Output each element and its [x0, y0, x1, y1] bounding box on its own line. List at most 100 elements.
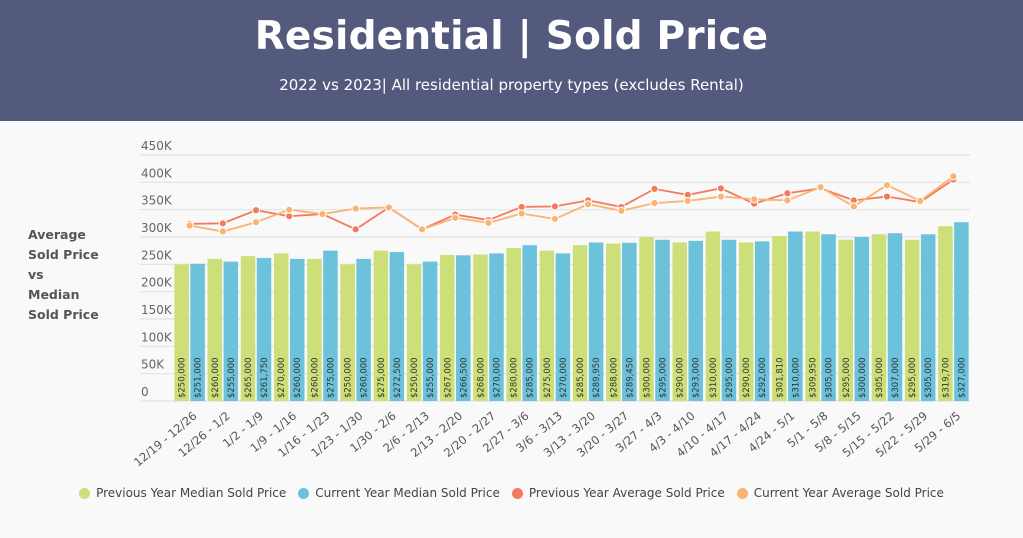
legend-item-prev-avg[interactable]: Previous Year Average Sold Price [511, 486, 725, 500]
legend-label: Current Year Median Sold Price [315, 486, 500, 500]
bar-data-label: $295,000 [659, 357, 669, 398]
bar [389, 252, 405, 401]
bar-data-label: $290,000 [676, 357, 686, 398]
bar-data-label: $310,000 [709, 357, 719, 398]
bar [887, 233, 903, 401]
y-tick-label: 350K [141, 194, 173, 208]
header-banner: Residential | Sold Price 2022 vs 2023| A… [0, 0, 1023, 121]
line-point [783, 189, 792, 198]
line-point [816, 183, 825, 192]
bar [240, 256, 256, 401]
line-point [417, 225, 427, 234]
line-point [882, 180, 892, 190]
legend-label: Previous Year Average Sold Price [528, 486, 725, 500]
line-point [716, 184, 726, 193]
line-point [351, 204, 360, 213]
bar [821, 234, 836, 401]
bar [456, 255, 471, 401]
bar-data-label: $270,000 [559, 357, 569, 398]
line-point [849, 202, 858, 211]
bar [190, 263, 205, 401]
bar [688, 240, 703, 401]
bar [307, 258, 322, 401]
bar [639, 237, 654, 401]
legend-item-curr-avg[interactable]: Current Year Average Sold Price [736, 486, 944, 500]
bar-data-label: $327,000 [957, 357, 967, 398]
bar-data-label: $288,000 [609, 357, 619, 398]
line-point [484, 218, 493, 227]
line-point [451, 213, 460, 222]
bar-data-label: $255,000 [426, 357, 436, 398]
line-point [218, 219, 227, 228]
line-point [650, 184, 659, 193]
bar-data-label: $309,950 [809, 357, 819, 398]
y-axis-label-line: Sold Price [28, 307, 99, 322]
bar-data-label: $285,000 [526, 357, 536, 398]
bar [340, 264, 355, 401]
bar [506, 247, 521, 401]
bar [223, 261, 239, 401]
legend: Previous Year Median Sold Price Current … [0, 486, 1023, 500]
bar-data-label: $289,950 [592, 357, 602, 398]
bar-data-label: $300,000 [643, 357, 653, 398]
bar [489, 253, 504, 401]
bar-data-label: $260,000 [293, 357, 303, 398]
page-subtitle: 2022 vs 2023| All residential property t… [279, 76, 744, 94]
bar [938, 226, 953, 401]
bar [522, 245, 537, 401]
y-tick-label: 150K [141, 303, 173, 317]
bar-data-label: $260,000 [310, 357, 320, 398]
bar-data-label: $275,000 [543, 357, 553, 398]
line-point [251, 206, 261, 215]
bar [323, 250, 338, 401]
page-title: Residential | Sold Price [254, 14, 769, 59]
bar-data-label: $305,000 [924, 357, 934, 398]
line-point [617, 206, 626, 215]
bar-data-label: $289,450 [625, 357, 635, 398]
y-axis-ticks: 0 50K 100K 150K 200K 250K 300K 350K 400K 450K [141, 139, 173, 399]
line-point [218, 227, 227, 236]
line-point [916, 196, 925, 206]
bar [904, 239, 920, 401]
bar [721, 239, 737, 401]
bar [356, 258, 371, 401]
legend-dot-icon [736, 487, 748, 499]
bar [473, 254, 488, 401]
legend-label: Previous Year Median Sold Price [96, 486, 287, 500]
bar-data-label: $270,000 [277, 357, 287, 398]
bar-data-label: $255,000 [227, 357, 237, 398]
bar [256, 257, 272, 401]
line-point [384, 203, 393, 212]
bar-data-label: $292,000 [758, 357, 768, 398]
bar [705, 231, 721, 401]
line-point [783, 196, 792, 205]
legend-item-prev-median[interactable]: Previous Year Median Sold Price [79, 486, 286, 500]
bars: $250,000 $251,000 $260,000 $255,000 $265,000… [174, 222, 969, 401]
line-point [251, 218, 261, 227]
legend-item-curr-median[interactable]: Current Year Median Sold Price [298, 486, 500, 500]
y-axis-label-line: Sold Price [28, 247, 99, 262]
y-axis-label-line: Average [28, 227, 86, 242]
bar-data-label: $260,000 [211, 357, 221, 398]
y-axis-label-line: Median [28, 287, 80, 302]
legend-dot-icon [79, 487, 91, 499]
bar [555, 253, 571, 401]
bar [954, 222, 969, 401]
y-tick-label: 200K [141, 276, 173, 290]
legend-label: Current Year Average Sold Price [753, 486, 944, 500]
bar [373, 250, 389, 401]
y-tick-label: 400K [141, 166, 173, 180]
bar-data-label: $305,000 [825, 357, 835, 398]
bar [754, 241, 770, 401]
bar [440, 255, 455, 401]
line-point [318, 209, 327, 219]
bar [289, 258, 305, 401]
bar-data-label: $305,000 [875, 357, 885, 398]
bar-data-label: $290,000 [742, 357, 752, 398]
bar [606, 243, 621, 401]
line-point [550, 214, 559, 224]
bar-data-label: $310,000 [791, 357, 801, 398]
bar [738, 242, 754, 401]
bar [788, 231, 803, 401]
